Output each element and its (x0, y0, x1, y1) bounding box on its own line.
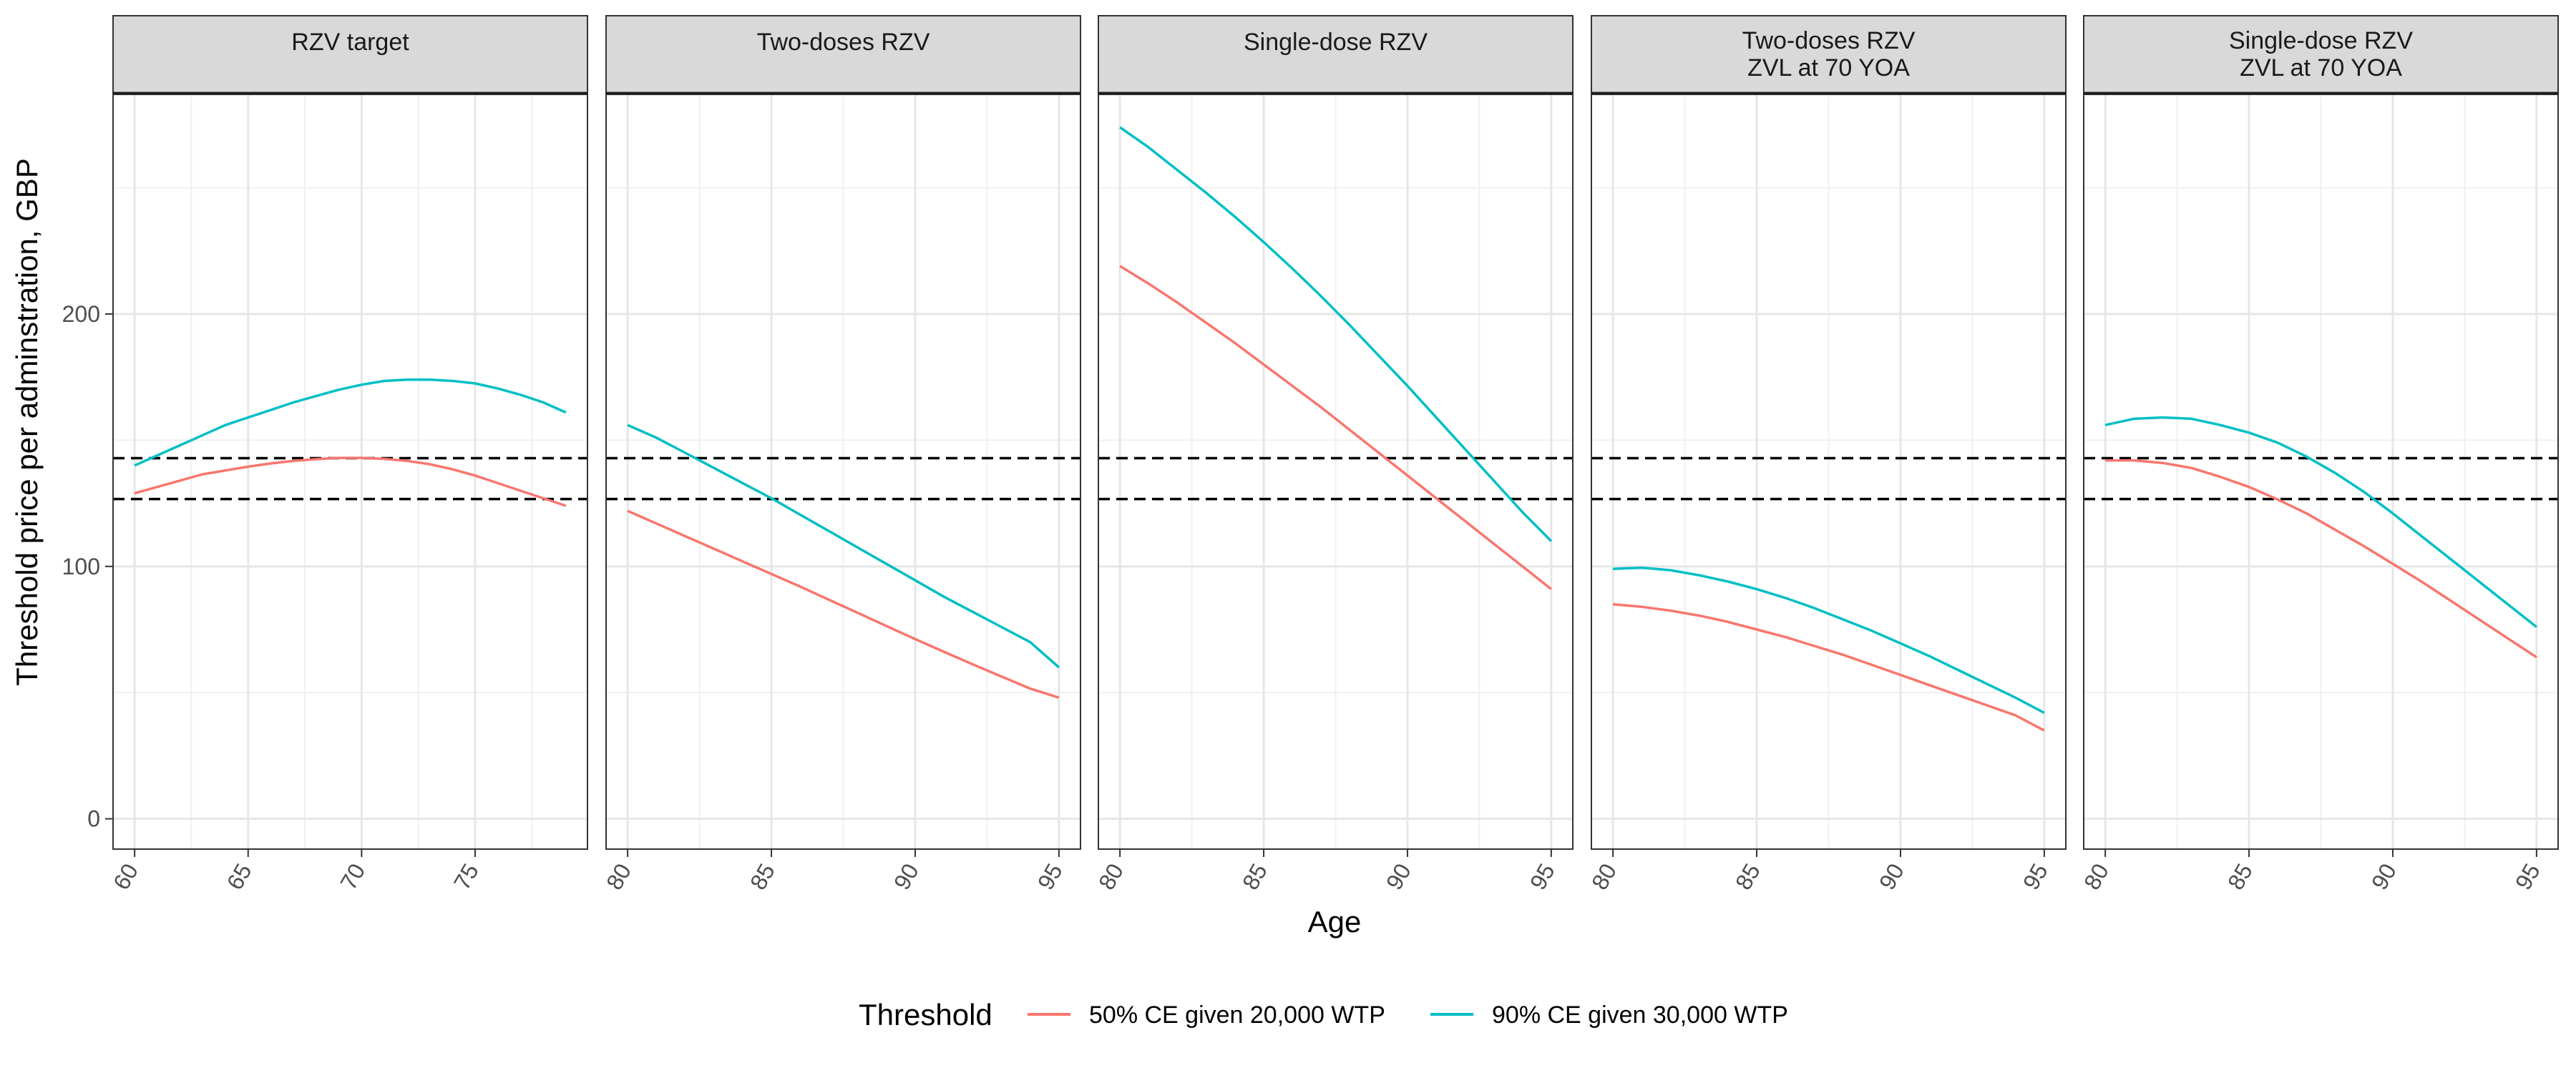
x-tick-label: 85 (745, 859, 780, 894)
series-line-50pct (2105, 459, 2537, 659)
x-tick-label: 90 (1381, 859, 1416, 894)
strip-label: Two-doses RZV (757, 29, 930, 56)
series-line-50pct (134, 456, 567, 507)
y-tick-label: 200 (62, 301, 100, 327)
strip-label: Two-doses RZV (1742, 27, 1916, 54)
panel-background (113, 94, 587, 849)
series-line-90pct (2104, 416, 2537, 628)
series-line-90pct (627, 423, 1060, 669)
y-axis-title: Threshold price per adminstration, GBP (10, 158, 44, 686)
panel-border (112, 94, 588, 850)
x-tick-label: 60 (108, 859, 143, 894)
x-tick-label: 90 (2366, 859, 2401, 894)
x-tick-label: 85 (2223, 859, 2258, 894)
x-tick-label: 95 (2018, 859, 2053, 894)
panel-border (605, 94, 1081, 850)
legend-label-50pct: 50% CE given 20,000 WTP (1089, 1001, 1385, 1029)
x-tick-label: 95 (1525, 859, 1560, 894)
strip-background (2083, 15, 2559, 94)
series-line-90pct (1119, 126, 1553, 542)
panel-border (1098, 94, 1574, 850)
facet-panels: RZV target 60 65 70 75 0 100 200 Two-doses RZV 80… (62, 15, 2559, 894)
facet-panel-3: Single-dose RZV 80 85 90 95 (1093, 15, 1574, 894)
x-tick-label: 95 (2510, 859, 2545, 894)
strip-label: ZVL at 70 YOA (2240, 54, 2402, 82)
x-tick-label: 65 (222, 859, 257, 894)
x-tick-label: 80 (601, 859, 636, 894)
strip-label: RZV target (291, 29, 409, 56)
strip-background (112, 15, 588, 94)
y-tick-label: 100 (62, 554, 100, 579)
x-tick-label: 85 (1730, 859, 1765, 894)
x-tick-label: 80 (1093, 859, 1128, 894)
x-tick-label: 90 (1874, 859, 1909, 894)
series-line-50pct (1119, 265, 1552, 590)
x-tick-label: 95 (1033, 859, 1068, 894)
facet-panel-2: Two-doses RZV 80 85 90 95 (601, 15, 1081, 894)
y-tick-label: 0 (87, 806, 100, 832)
series-line-50pct (1612, 602, 2045, 732)
x-tick-label: 80 (1586, 859, 1621, 894)
legend-label-90pct: 90% CE given 30,000 WTP (1492, 1001, 1788, 1029)
series-line-50pct (627, 509, 1060, 699)
legend-title: Threshold (859, 998, 992, 1032)
strip-background (605, 15, 1081, 94)
x-tick-label: 85 (1237, 859, 1272, 894)
strip-label: Single-dose RZV (1244, 29, 1428, 56)
series-line-90pct (1613, 566, 2045, 715)
strip-background (1591, 15, 2067, 94)
panel-border (2083, 94, 2559, 850)
legend: Threshold 50% CE given 20,000 WTP 90% CE… (859, 998, 1788, 1032)
x-tick-label: 80 (2079, 859, 2114, 894)
x-axis-title: Age (1308, 905, 1362, 939)
panel-border (1591, 94, 2067, 850)
facet-panel-1: RZV target 60 65 70 75 0 100 200 (62, 15, 588, 894)
x-tick-label: 70 (335, 859, 370, 894)
series-line-90pct (134, 378, 567, 467)
x-tick-label: 90 (889, 859, 924, 894)
strip-label: Single-dose RZV (2229, 27, 2413, 54)
strip-background (1098, 15, 1574, 94)
x-tick-label: 75 (449, 859, 484, 894)
strip-label: ZVL at 70 YOA (1747, 54, 1910, 82)
